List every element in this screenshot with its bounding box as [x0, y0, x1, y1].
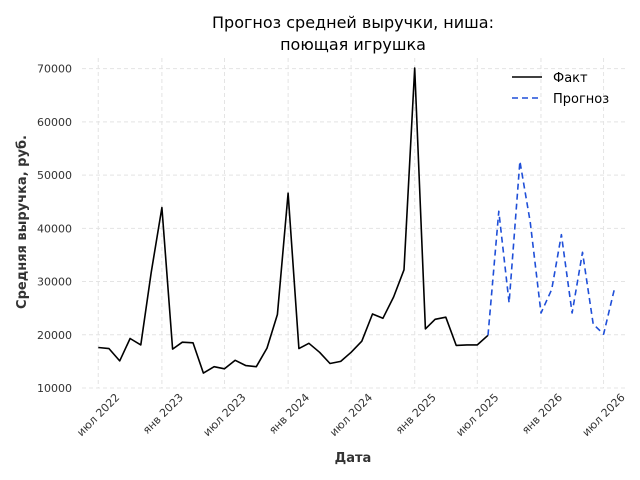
series-line-fact: [98, 67, 489, 374]
series-line-forecast: [487, 160, 616, 336]
x-tick-label: июл 2022: [74, 391, 122, 439]
x-tick-label: янв 2023: [140, 391, 186, 437]
x-tick-label: июл 2026: [580, 391, 628, 439]
y-axis: 10000 20000 30000 40000 50000 60000 70000: [37, 63, 72, 395]
x-tick-label: июл 2025: [453, 391, 501, 439]
y-tick-label: 50000: [37, 169, 72, 182]
legend: Факт Прогноз: [512, 71, 609, 107]
y-tick-label: 70000: [37, 63, 72, 76]
y-tick-label: 20000: [37, 329, 72, 342]
x-tick-label: янв 2025: [393, 391, 439, 437]
x-tick-label: янв 2026: [519, 391, 565, 437]
series: [98, 67, 616, 374]
y-tick-label: 40000: [37, 222, 72, 235]
x-tick-label: июл 2023: [201, 391, 249, 439]
y-tick-label: 60000: [37, 116, 72, 129]
legend-label-forecast: Прогноз: [553, 92, 609, 107]
x-tick-label: янв 2024: [266, 391, 312, 437]
legend-label-fact: Факт: [553, 71, 588, 86]
y-tick-label: 10000: [37, 382, 72, 395]
y-tick-label: 30000: [37, 276, 72, 289]
x-axis: июл 2022 янв 2023 июл 2023 янв 2024 июл 2024…: [74, 391, 627, 439]
x-tick-label: июл 2024: [327, 391, 375, 439]
chart-title-line-1: Прогноз средней выручки, ниша:: [212, 13, 494, 32]
y-axis-label: Средняя выручка, руб.: [15, 135, 30, 309]
x-axis-label: Дата: [335, 451, 372, 466]
chart-title-line-2: поющая игрушка: [280, 35, 426, 54]
